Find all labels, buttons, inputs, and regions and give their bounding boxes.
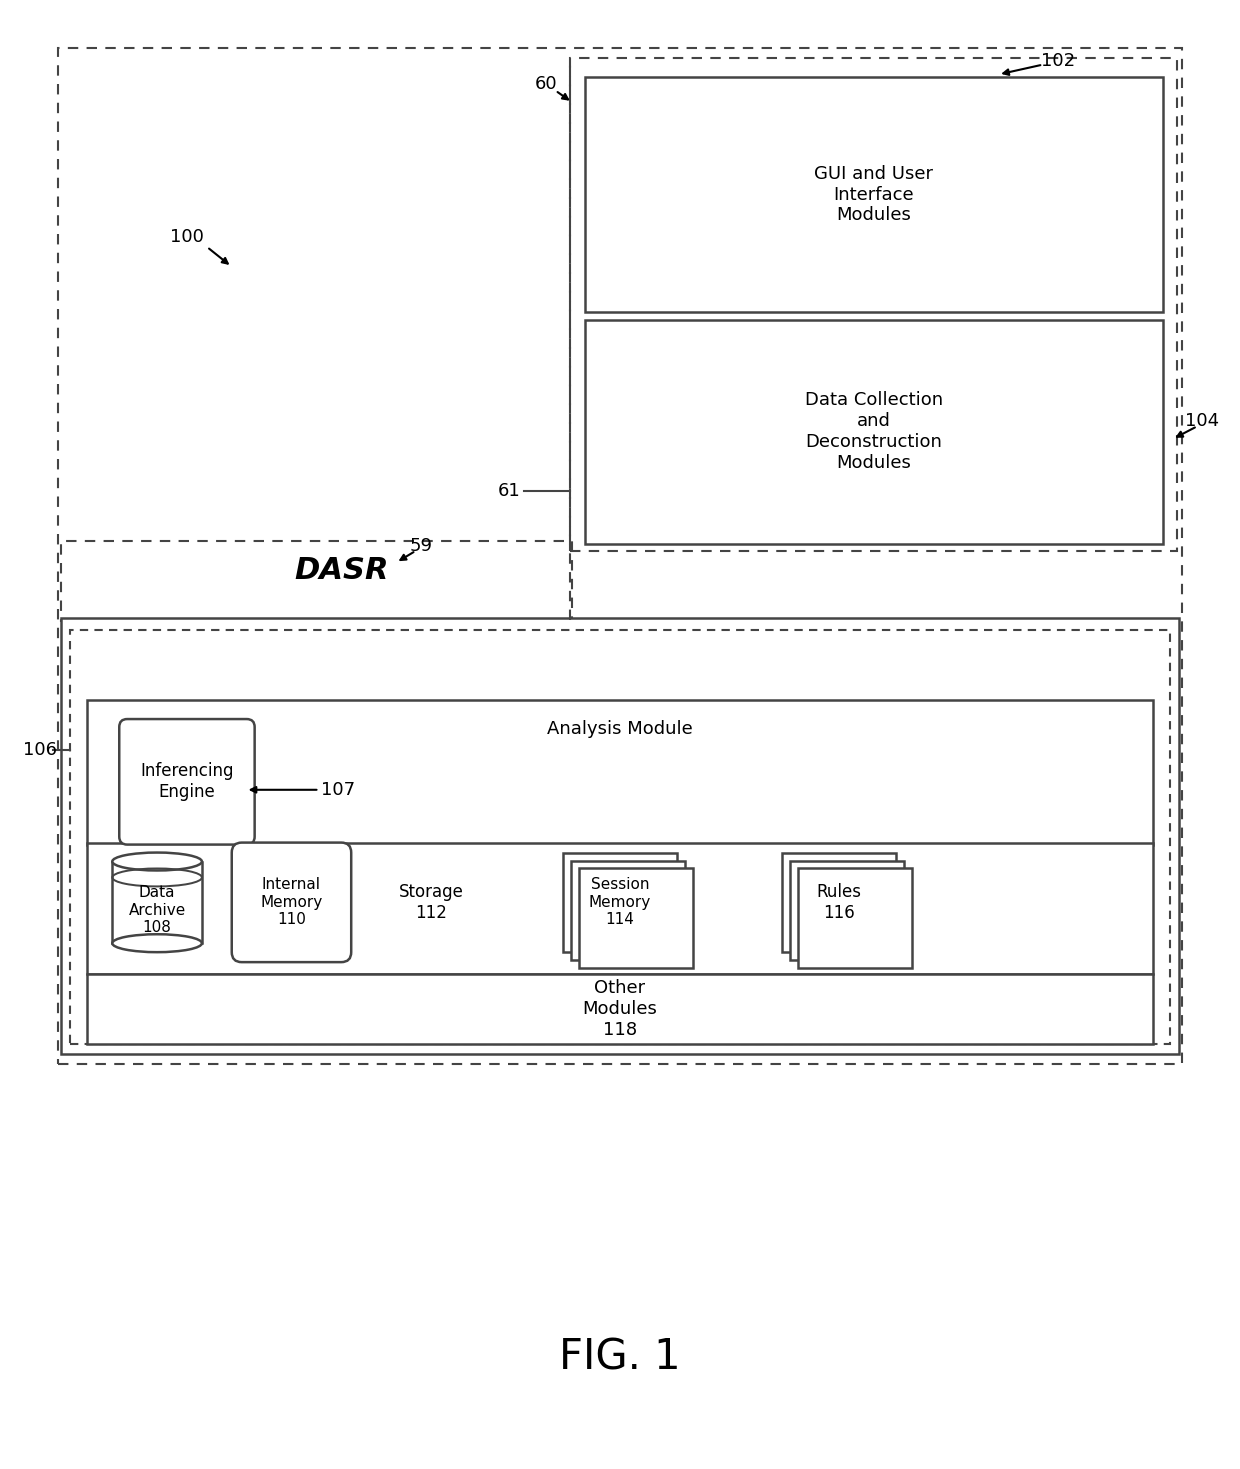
Text: Other
Modules
118: Other Modules 118 [583,980,657,1039]
Text: 107: 107 [321,782,356,799]
Bar [61,541,572,623]
Text: GUI and User
Interface
Modules: GUI and User Interface Modules [815,165,934,225]
Bar [57,47,1183,1064]
Bar [585,320,1163,544]
Text: Rules
116: Rules 116 [816,883,862,921]
Text: 104: 104 [1185,413,1219,430]
Text: 106: 106 [22,740,57,759]
Bar [790,861,904,961]
Text: Data Collection
and
Deconstruction
Modules: Data Collection and Deconstruction Modul… [805,391,942,472]
Bar [579,868,693,968]
Text: Inferencing
Engine: Inferencing Engine [140,762,233,801]
Bar [563,852,677,952]
Bar [87,701,1153,845]
Bar [570,57,1178,551]
Ellipse shape [113,852,202,871]
Text: 59: 59 [409,536,433,555]
Text: Storage
112: Storage 112 [398,883,464,921]
Bar [570,861,686,961]
Text: 60: 60 [534,75,558,94]
Bar [781,852,897,952]
FancyBboxPatch shape [232,843,351,962]
Bar [71,630,1169,1044]
Text: Internal
Memory
110: Internal Memory 110 [260,877,322,927]
Text: 102: 102 [1040,51,1075,69]
Text: Data
Archive
108: Data Archive 108 [129,886,186,936]
Text: DASR: DASR [294,557,388,585]
Text: 100: 100 [170,228,203,245]
Bar [87,843,1153,974]
Text: 61: 61 [497,482,521,499]
Bar [61,618,1179,1053]
Bar [797,868,913,968]
Bar [113,861,202,943]
FancyBboxPatch shape [119,718,254,845]
Text: Session
Memory
114: Session Memory 114 [589,877,651,927]
Text: FIG. 1: FIG. 1 [559,1337,681,1378]
Text: Analysis Module: Analysis Module [547,720,693,737]
Bar [87,974,1153,1044]
Bar [585,78,1163,311]
Ellipse shape [113,934,202,952]
